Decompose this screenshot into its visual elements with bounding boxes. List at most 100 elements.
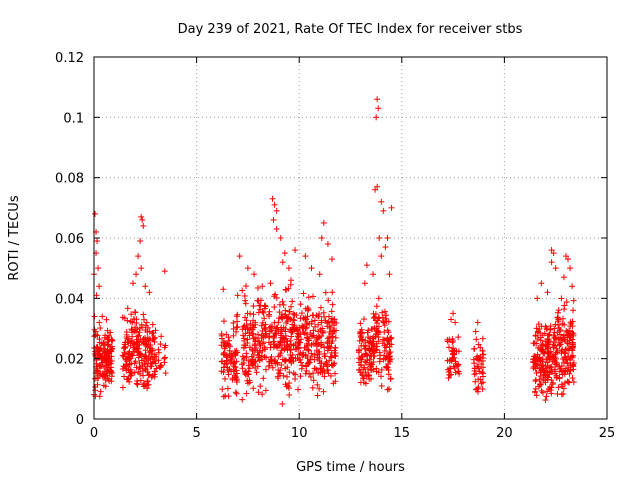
data-point — [287, 277, 294, 284]
data-point — [150, 330, 157, 337]
data-point — [233, 358, 240, 365]
data-point — [309, 384, 316, 391]
data-point — [252, 319, 259, 326]
data-point — [307, 329, 314, 336]
data-point — [324, 366, 331, 373]
data-point — [259, 283, 266, 290]
data-point — [273, 225, 280, 232]
data-point — [357, 369, 364, 376]
data-point — [142, 334, 149, 341]
data-point — [107, 368, 114, 375]
data-point — [298, 365, 305, 372]
data-point — [533, 392, 540, 399]
data-point — [373, 346, 380, 353]
data-point — [328, 315, 335, 322]
data-point — [475, 376, 482, 383]
data-point — [533, 325, 540, 332]
data-point — [251, 335, 258, 342]
data-point — [153, 353, 160, 360]
data-point — [370, 366, 377, 373]
data-point — [475, 341, 482, 348]
data-point — [282, 381, 289, 388]
data-point — [535, 328, 542, 335]
data-point — [280, 301, 287, 308]
data-point — [135, 354, 142, 361]
data-point — [479, 357, 486, 364]
data-point — [329, 289, 336, 296]
data-point — [145, 381, 152, 388]
data-point — [275, 375, 282, 382]
data-point — [282, 332, 289, 339]
data-point — [122, 356, 129, 363]
data-point — [269, 364, 276, 371]
data-point — [564, 340, 571, 347]
data-point — [548, 247, 555, 254]
data-point — [552, 334, 559, 341]
data-point — [387, 335, 394, 342]
data-point — [307, 356, 314, 363]
data-point — [94, 367, 101, 374]
data-point — [379, 309, 386, 316]
data-point — [286, 369, 293, 376]
data-point — [448, 316, 455, 323]
data-point — [539, 341, 546, 348]
data-point — [326, 329, 333, 336]
data-point — [143, 319, 150, 326]
data-point — [318, 235, 325, 241]
data-point — [533, 369, 540, 376]
data-point — [230, 332, 237, 339]
data-point — [119, 314, 126, 321]
x-tick-label: 15 — [394, 426, 411, 441]
data-point — [292, 247, 299, 254]
data-point — [244, 377, 251, 384]
data-point — [554, 329, 561, 336]
data-point — [297, 350, 304, 357]
data-point — [569, 375, 576, 382]
data-point — [123, 329, 130, 336]
data-point — [244, 336, 251, 343]
data-point — [257, 342, 264, 349]
data-point — [314, 392, 321, 399]
data-point — [326, 357, 333, 364]
data-point — [252, 358, 259, 365]
data-point — [358, 356, 365, 363]
data-point — [553, 361, 560, 368]
data-point — [328, 308, 335, 315]
data-point — [259, 319, 266, 326]
data-point — [316, 348, 323, 355]
data-point — [316, 311, 323, 318]
data-point — [292, 371, 299, 378]
data-point — [477, 344, 484, 351]
data-point — [471, 346, 478, 353]
data-point — [332, 344, 339, 351]
data-point — [285, 385, 292, 392]
data-point — [273, 324, 280, 331]
data-point — [365, 371, 372, 378]
data-point — [242, 300, 249, 307]
data-point — [141, 316, 148, 323]
x-tick-label: 10 — [291, 426, 308, 441]
data-point — [282, 328, 289, 335]
data-point — [279, 400, 286, 407]
data-point — [287, 337, 294, 344]
data-point — [272, 329, 279, 336]
data-point — [372, 311, 379, 318]
data-point — [383, 353, 390, 360]
data-point — [316, 271, 323, 278]
data-point — [282, 307, 289, 314]
data-point — [536, 358, 543, 365]
data-point — [477, 353, 484, 360]
data-point — [102, 359, 109, 366]
data-point — [153, 365, 160, 372]
data-point — [247, 358, 254, 365]
data-point — [97, 325, 104, 332]
data-point — [327, 353, 334, 360]
data-point — [333, 327, 340, 334]
data-point — [225, 341, 232, 348]
data-point — [239, 361, 246, 368]
data-point — [289, 298, 296, 305]
data-point — [355, 349, 362, 356]
data-point — [243, 390, 250, 397]
data-point — [559, 371, 566, 378]
data-point — [445, 374, 452, 381]
